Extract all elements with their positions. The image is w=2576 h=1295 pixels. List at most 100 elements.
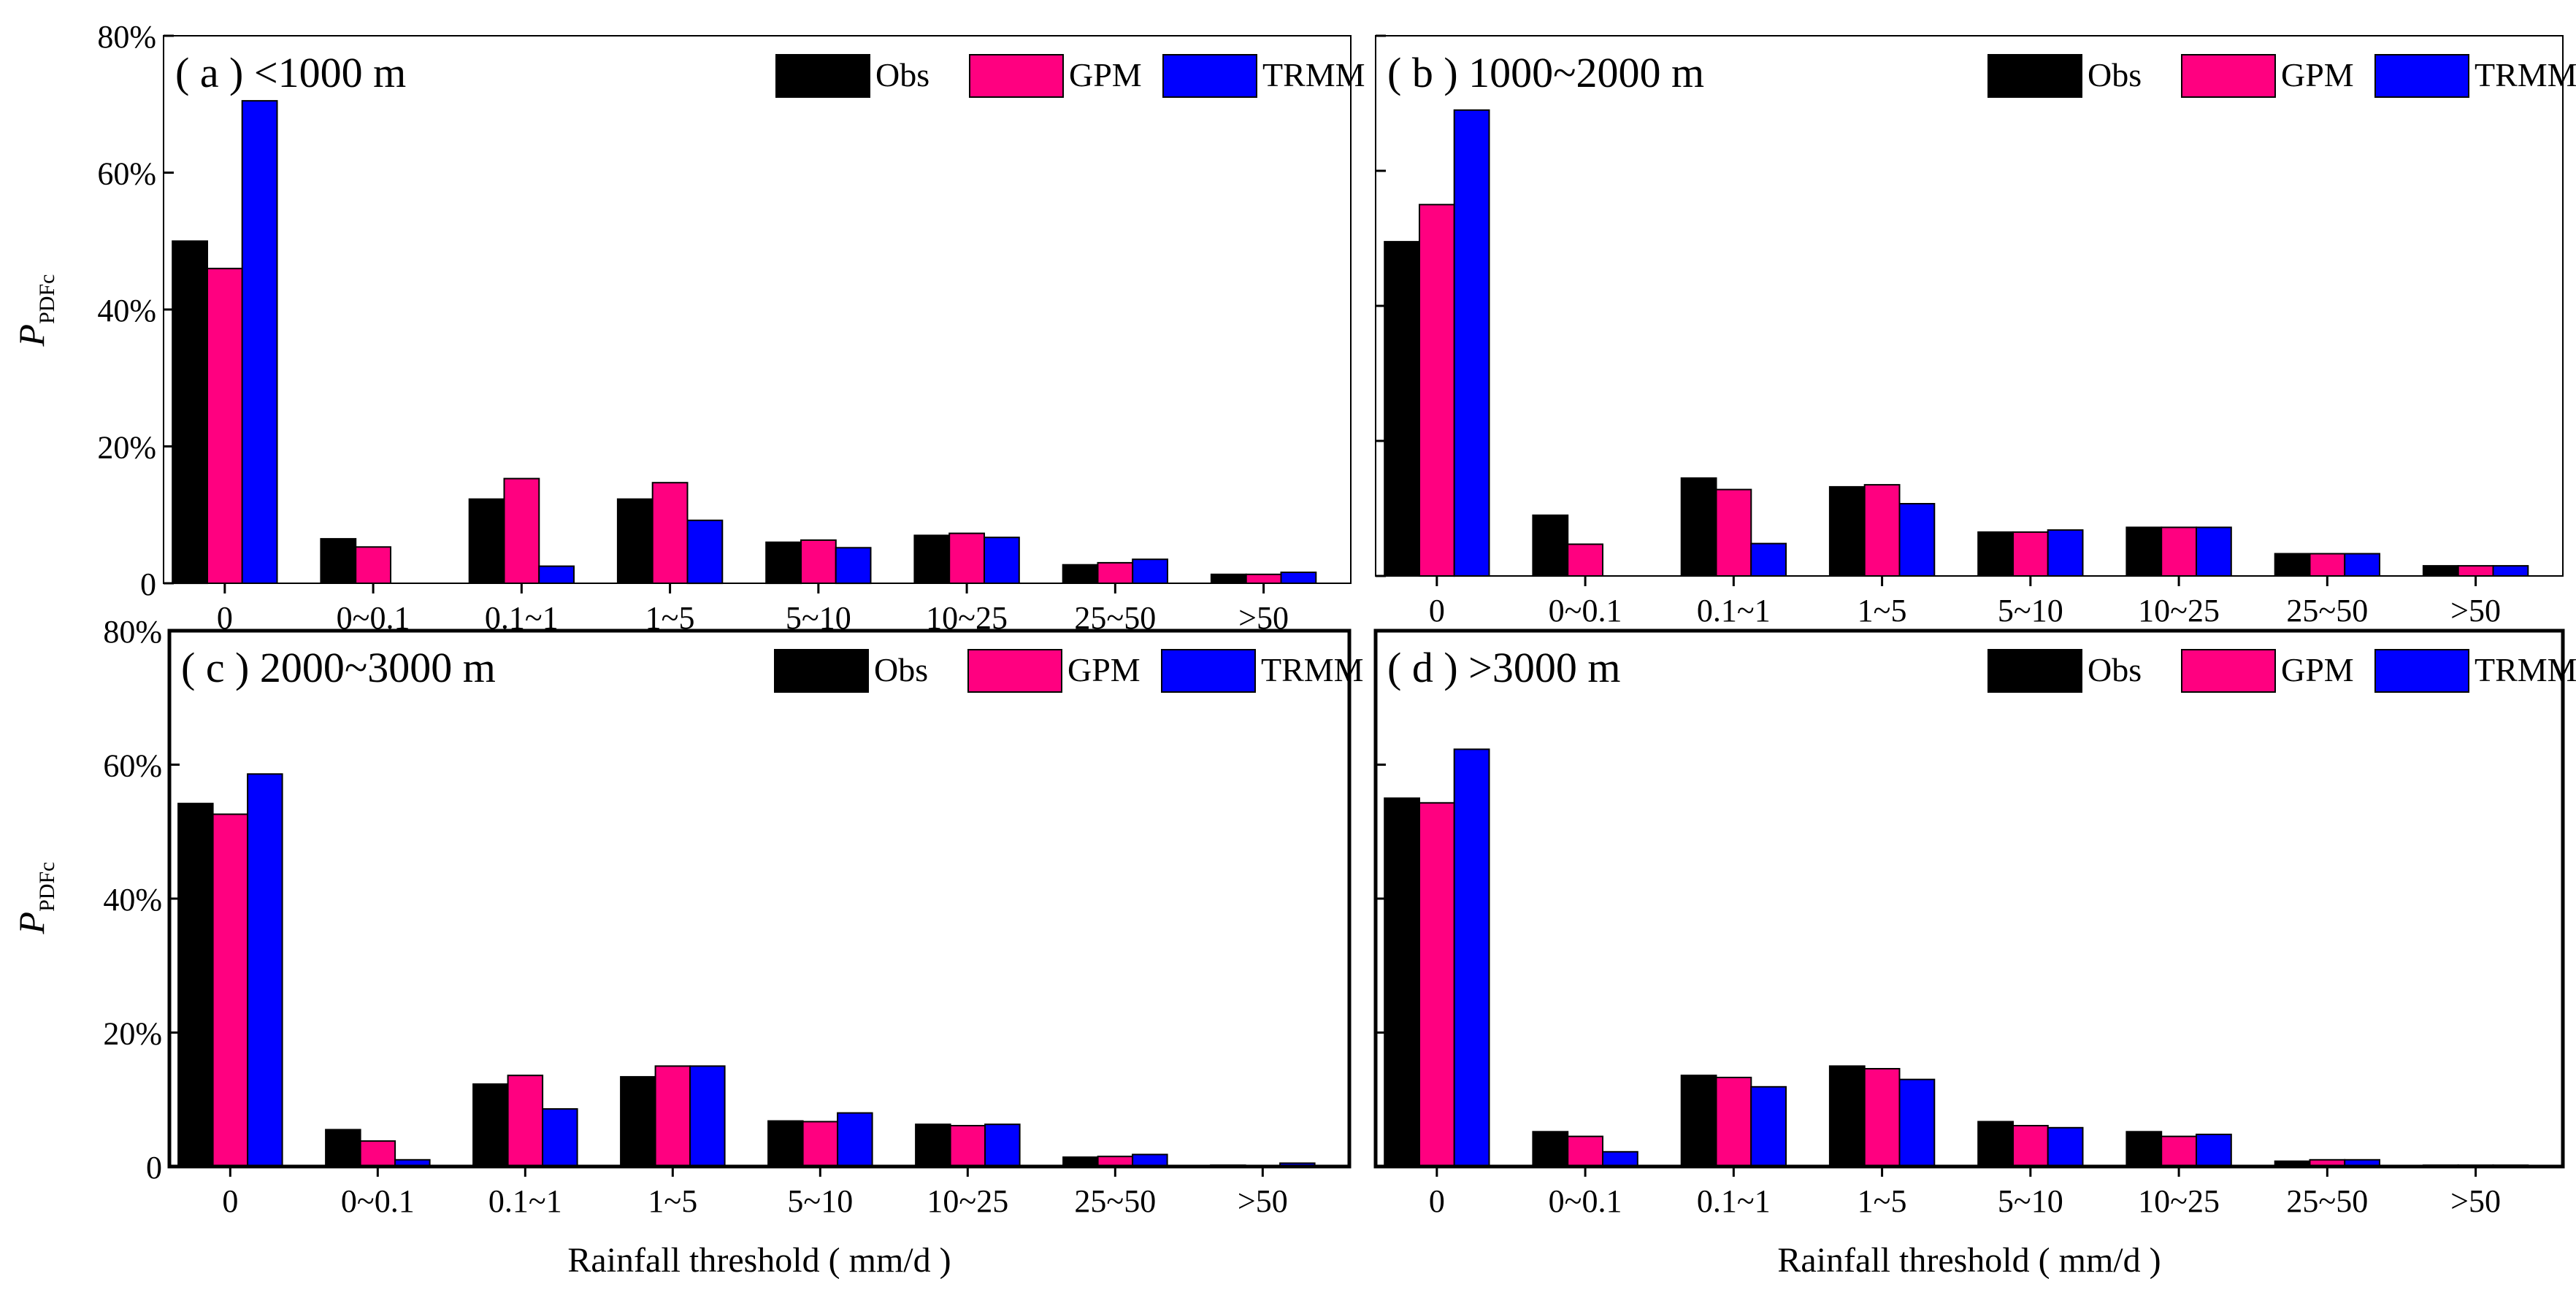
bar-gpm-4 <box>2012 1125 2049 1167</box>
y-tick-label: 60% <box>103 748 162 784</box>
legend-label-obs: Obs <box>2088 56 2142 93</box>
bar-obs-6 <box>1062 564 1099 585</box>
x-tick-label: 0~0.1 <box>341 1183 415 1219</box>
x-axis-label: Rainfall threshold ( mm/d ) <box>567 1241 951 1280</box>
x-axis-label: Rainfall threshold ( mm/d ) <box>1777 1241 2161 1280</box>
panel-c: 0 0~0.1 0.1~1 1~5 5~10 10~25 25~50 >50 0 20% 40% 60… <box>11 614 1364 1280</box>
x-tick-label: 0.1~1 <box>1697 1183 1771 1219</box>
bar-obs-0 <box>172 240 208 585</box>
bar-gpm-6 <box>1097 561 1134 585</box>
bar-obs-1 <box>1532 1131 1569 1168</box>
y-tick-label: 0 <box>146 1150 162 1186</box>
legend-label-gpm: GPM <box>1069 56 1142 93</box>
bar-trmm-1 <box>1602 1150 1638 1168</box>
bar-gpm-4 <box>802 1121 839 1167</box>
legend-label-obs: Obs <box>874 651 928 688</box>
legend-label-gpm: GPM <box>2281 56 2354 93</box>
bar-obs-2 <box>472 1083 509 1167</box>
bar-gpm-6 <box>2309 553 2346 577</box>
legend-label-gpm: GPM <box>1067 651 1141 688</box>
bar-gpm-3 <box>1863 484 1901 577</box>
bar-trmm-3 <box>686 519 724 585</box>
bar-obs-0 <box>1384 241 1420 577</box>
bar-obs-7 <box>1210 573 1247 584</box>
legend-label-gpm: GPM <box>2281 651 2354 688</box>
bar-gpm-0 <box>1419 802 1455 1168</box>
legend-swatch-gpm <box>2181 54 2276 98</box>
bar-trmm-4 <box>835 547 872 585</box>
legend-label-obs: Obs <box>875 56 929 93</box>
panel-d: 0 0~0.1 0.1~1 1~5 5~10 10~25 25~50 >50 ( d ) >30… <box>1373 629 2576 1280</box>
bar-obs-4 <box>765 541 802 585</box>
bar-trmm-2 <box>538 565 575 584</box>
panel-title: ( b ) 1000~2000 m <box>1387 49 1704 96</box>
legend-swatch-obs <box>1987 54 2082 98</box>
bar-trmm-7 <box>1280 572 1317 584</box>
bar-trmm-0 <box>247 773 283 1168</box>
bar-obs-3 <box>620 1076 656 1167</box>
legend-label-trmm: TRMM <box>2475 56 2576 93</box>
legend-swatch-trmm <box>2374 54 2469 98</box>
bar-gpm-2 <box>1715 1077 1752 1167</box>
bar-trmm-3 <box>689 1065 726 1168</box>
bar-gpm-5 <box>949 1125 986 1167</box>
bar-obs-4 <box>1977 531 2014 577</box>
x-tick-label: 0~0.1 <box>1549 593 1622 629</box>
legend-swatch-gpm <box>2181 649 2276 693</box>
y-axis-label: PPDFc <box>11 274 59 347</box>
x-tick-label: 0 <box>1429 1183 1445 1219</box>
bar-gpm-0 <box>212 813 249 1168</box>
bar-obs-2 <box>468 498 505 585</box>
bar-gpm-5 <box>948 532 985 584</box>
plot-frame <box>163 35 1352 584</box>
bar-gpm-1 <box>355 546 392 584</box>
x-tick-label: 1~5 <box>1858 593 1907 629</box>
x-tick-label: 0.1~1 <box>488 1183 562 1219</box>
bar-trmm-2 <box>542 1108 578 1167</box>
legend-label-trmm: TRMM <box>1261 651 1364 688</box>
x-tick-label: 10~25 <box>2138 593 2220 629</box>
bar-obs-1 <box>320 538 357 584</box>
legend-swatch-gpm <box>967 649 1062 693</box>
bar-gpm-4 <box>2012 531 2049 577</box>
bar-obs-1 <box>1532 514 1569 577</box>
y-axis-label: PPDFc <box>11 862 59 935</box>
bar-gpm-2 <box>1715 488 1752 577</box>
legend-swatch-trmm <box>1162 54 1257 98</box>
x-tick-label: 5~10 <box>1998 1183 2063 1219</box>
panel-b: 0 0~0.1 0.1~1 1~5 5~10 10~25 25~50 >50 ( b ) 100… <box>1375 34 2576 629</box>
y-tick-label: 20% <box>97 430 156 466</box>
legend-label-obs: Obs <box>2088 651 2142 688</box>
bar-trmm-0 <box>1453 109 1490 577</box>
bar-obs-1 <box>325 1129 361 1167</box>
x-tick-label: 10~25 <box>2138 1183 2220 1219</box>
x-tick-label: 0 <box>217 600 233 636</box>
bar-obs-3 <box>1828 485 1866 577</box>
panel-title: ( a ) <1000 m <box>175 49 406 96</box>
legend-label-trmm: TRMM <box>1262 56 1365 93</box>
bar-gpm-5 <box>2161 526 2197 577</box>
bar-trmm-4 <box>837 1112 873 1167</box>
x-tick-label: 0.1~1 <box>1697 593 1771 629</box>
x-tick-label: 5~10 <box>787 1183 853 1219</box>
bar-trmm-5 <box>984 537 1020 585</box>
bar-trmm-7 <box>2492 565 2529 577</box>
x-tick-label: 25~50 <box>2286 1183 2368 1219</box>
bar-gpm-0 <box>1419 204 1455 577</box>
bar-obs-7 <box>2422 565 2459 577</box>
bar-gpm-7 <box>2457 565 2494 577</box>
x-tick-label: >50 <box>2450 1183 2501 1219</box>
y-tick-label: 0 <box>140 566 156 602</box>
y-tick-label: 80% <box>97 19 156 55</box>
legend-swatch-obs <box>774 649 869 693</box>
legend-swatch-obs <box>1987 649 2082 693</box>
bar-trmm-2 <box>1750 542 1787 577</box>
panel-title: ( d ) >3000 m <box>1387 644 1620 691</box>
panel-a: 0 0~0.1 0.1~1 1~5 5~10 10~25 25~50 >50020%40%60… <box>11 19 1365 636</box>
bar-trmm-5 <box>984 1123 1021 1167</box>
y-tick-label: 40% <box>103 882 162 918</box>
plot-frame <box>1375 35 2564 577</box>
x-tick-label: 5~10 <box>1998 593 2063 629</box>
bar-gpm-3 <box>1863 1068 1901 1167</box>
y-tick-label: 80% <box>103 614 162 650</box>
